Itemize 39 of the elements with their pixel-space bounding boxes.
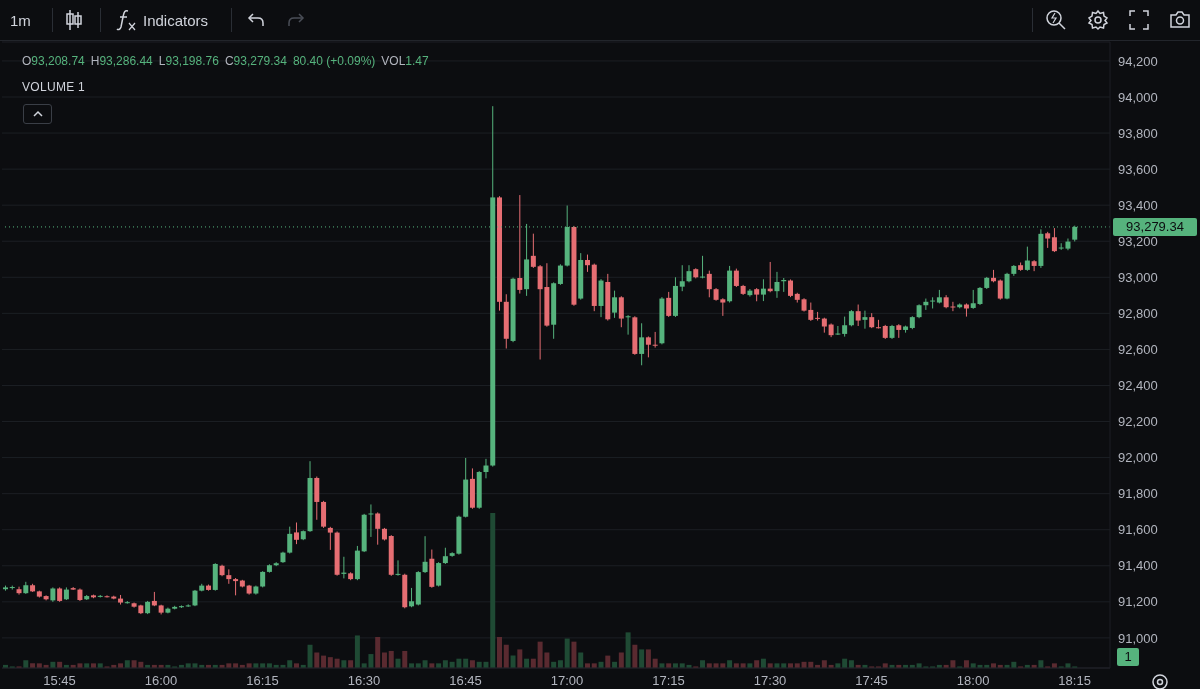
annotation: VOLUME 1 — [22, 80, 86, 94]
x-tick-label: 18:15 — [1058, 673, 1091, 689]
y-tick-label: 93,400 — [1118, 197, 1158, 213]
annotation: C93,279.34 — [224, 54, 287, 68]
x-tick-label: 18:00 — [956, 673, 990, 689]
x-tick-label: 17:30 — [753, 673, 787, 689]
y-tick-label: 93,000 — [1118, 269, 1158, 285]
y-tick-label: 92,800 — [1118, 305, 1158, 321]
y-tick-label: 93,600 — [1118, 161, 1158, 177]
y-tick-label: 92,400 — [1118, 378, 1158, 394]
y-tick-label: 92,600 — [1118, 342, 1158, 358]
y-tick-label: 92,000 — [1118, 450, 1158, 466]
annotation: L93,198.76 — [158, 54, 219, 68]
annotation: H93,286.44 — [90, 54, 153, 68]
y-tick-label: 91,000 — [1118, 630, 1158, 646]
annotation: 80.40 (+0.09%) — [292, 54, 376, 68]
y-tick-label: 92,200 — [1118, 414, 1158, 430]
y-tick-label: 91,400 — [1118, 558, 1158, 574]
y-tick-label: 94,000 — [1118, 89, 1158, 105]
text: Indicators — [143, 12, 209, 29]
text: 1m — [10, 12, 31, 29]
y-tick-label: 94,200 — [1118, 53, 1158, 69]
x-tick-label: 16:15 — [246, 673, 279, 689]
annotation: VOL1.47 — [381, 54, 429, 68]
annotation: O93,208.74 — [22, 54, 85, 68]
x-tick-label: 17:00 — [550, 673, 584, 689]
x-tick-label: 15:45 — [43, 673, 76, 689]
y-tick-label: 91,800 — [1118, 486, 1158, 502]
y-tick-label: 93,200 — [1118, 233, 1158, 249]
x-tick-label: 17:15 — [652, 673, 685, 689]
y-tick-label: 91,200 — [1118, 594, 1158, 610]
x-tick-label: 16:30 — [347, 673, 381, 689]
text: 1 — [1117, 648, 1139, 666]
x-tick-label: 16:00 — [144, 673, 178, 689]
ref-line-label: 93,279.34 — [1126, 219, 1184, 235]
y-tick-label: 91,600 — [1118, 522, 1158, 538]
x-tick-label: 17:45 — [855, 673, 888, 689]
x-tick-label: 16:45 — [449, 673, 482, 689]
y-tick-label: 93,800 — [1118, 125, 1158, 141]
